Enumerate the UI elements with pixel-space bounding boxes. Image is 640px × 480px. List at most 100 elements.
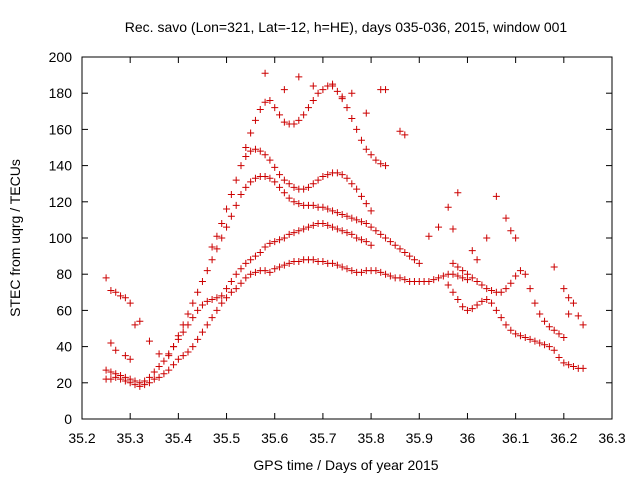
data-point (555, 330, 563, 338)
data-point (309, 82, 317, 90)
data-point (271, 163, 279, 171)
data-point (223, 285, 231, 293)
data-point (343, 212, 351, 220)
data-point (136, 379, 144, 387)
data-point (507, 227, 515, 235)
data-point (579, 321, 587, 329)
data-point (280, 189, 288, 197)
data-point (502, 321, 510, 329)
data-point (261, 267, 269, 275)
data-point (295, 200, 303, 208)
x-tick-label: 36.2 (550, 430, 577, 446)
y-tick-label: 120 (49, 194, 73, 210)
data-point (276, 183, 284, 191)
data-point (276, 171, 284, 179)
data-point (213, 294, 221, 302)
data-point (107, 368, 115, 376)
data-point (232, 285, 240, 293)
data-point (449, 259, 457, 267)
data-point (382, 234, 390, 242)
data-point (280, 176, 288, 184)
data-point (203, 267, 211, 275)
data-point (324, 171, 332, 179)
data-point (357, 136, 365, 144)
data-point (256, 147, 264, 155)
data-point (386, 238, 394, 246)
data-point (348, 89, 356, 97)
data-point (314, 89, 322, 97)
data-point (208, 314, 216, 322)
data-point (271, 238, 279, 246)
y-tick-label: 80 (56, 266, 72, 282)
data-point (550, 326, 558, 334)
data-point (189, 343, 197, 351)
data-point (266, 239, 274, 247)
data-point (396, 274, 404, 282)
data-point (329, 80, 337, 88)
x-tick-label: 35.6 (261, 430, 288, 446)
data-point (107, 339, 115, 347)
data-point (362, 145, 370, 153)
data-point (247, 270, 255, 278)
data-point (483, 234, 491, 242)
data-point (521, 334, 529, 342)
data-point (126, 299, 134, 307)
x-tick-label: 35.3 (117, 430, 144, 446)
data-point (435, 223, 443, 231)
data-point (242, 144, 250, 151)
data-point (179, 352, 187, 360)
data-point (492, 192, 500, 200)
data-point (319, 258, 327, 266)
data-point (232, 201, 240, 209)
data-point (208, 243, 216, 251)
data-point (333, 169, 341, 177)
data-point (401, 131, 409, 139)
y-tick-label: 100 (49, 230, 73, 246)
data-point (184, 348, 192, 356)
data-point (121, 352, 129, 360)
data-point (237, 191, 245, 199)
data-point (333, 261, 341, 269)
data-point (276, 111, 284, 119)
data-point (170, 361, 178, 369)
data-point (444, 203, 452, 211)
data-point (131, 377, 139, 385)
data-point (256, 105, 264, 113)
x-tick-label: 35.4 (165, 430, 192, 446)
data-point (256, 248, 264, 256)
data-point (569, 363, 577, 371)
data-point (261, 243, 269, 251)
x-tick-label: 35.5 (213, 430, 240, 446)
data-point (357, 268, 365, 276)
data-point (271, 104, 279, 112)
data-point (343, 265, 351, 273)
y-tick-label: 40 (56, 339, 72, 355)
data-point (579, 364, 587, 372)
data-point (295, 116, 303, 124)
data-point (565, 361, 573, 369)
data-point (468, 305, 476, 313)
data-point (184, 310, 192, 318)
data-point (309, 180, 317, 188)
data-point (285, 230, 293, 238)
data-point (319, 203, 327, 211)
data-point (266, 96, 274, 104)
data-point (232, 176, 240, 184)
series-arc6 (261, 69, 409, 139)
data-point (242, 259, 250, 267)
data-point (198, 328, 206, 336)
data-point (295, 258, 303, 266)
data-point (526, 285, 534, 293)
data-point (362, 220, 370, 228)
data-point (329, 207, 337, 215)
data-point (194, 288, 202, 296)
data-point (304, 104, 312, 112)
data-point (449, 270, 457, 278)
data-point (309, 221, 317, 229)
data-point (194, 335, 202, 343)
data-point (459, 274, 467, 282)
data-point (454, 263, 462, 271)
data-point (435, 274, 443, 282)
data-point (377, 160, 385, 168)
data-point (367, 151, 375, 159)
